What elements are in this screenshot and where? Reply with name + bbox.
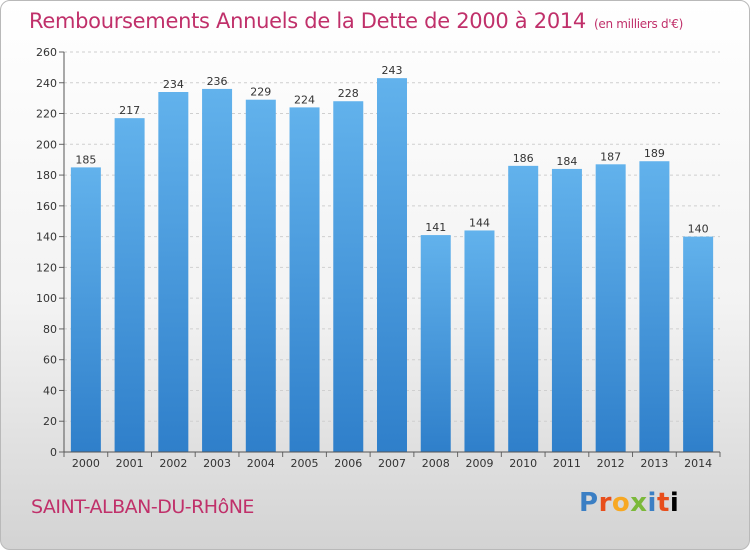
y-tick-label: 240: [36, 77, 57, 90]
bar: [639, 161, 670, 452]
x-tick-label: 2007: [378, 457, 406, 470]
bar: [114, 118, 145, 453]
bar: [245, 99, 276, 452]
bar-value-label: 187: [600, 150, 621, 163]
proxiti-logo: Proxiti: [579, 488, 679, 518]
bar-value-label: 185: [75, 153, 96, 166]
bar: [508, 165, 539, 452]
bar-value-label: 229: [250, 86, 271, 99]
logo-letter: r: [598, 488, 612, 518]
bar: [377, 78, 407, 453]
bar-value-label: 217: [119, 104, 140, 117]
x-tick-label: 2009: [465, 457, 493, 470]
bar-value-label: 189: [644, 147, 665, 160]
bar-value-label: 228: [338, 87, 359, 100]
x-tick-label: 2004: [247, 457, 275, 470]
x-tick-label: 2006: [334, 457, 362, 470]
x-tick-label: 2002: [159, 457, 187, 470]
y-tick-label: 40: [43, 384, 57, 397]
y-tick-label: 140: [36, 231, 57, 244]
title-unit: (en milliers d'€): [594, 17, 684, 31]
bar-value-label: 234: [163, 78, 184, 91]
logo-letter: o: [611, 488, 631, 518]
bar: [202, 88, 233, 452]
bar: [464, 230, 495, 452]
bar-value-label: 243: [382, 64, 403, 77]
logo-letter: i: [669, 488, 680, 518]
y-tick-label: 20: [43, 415, 57, 428]
bar: [595, 164, 626, 453]
bar-value-label: 186: [513, 152, 534, 165]
y-tick-label: 120: [36, 261, 57, 274]
bar: [158, 92, 189, 452]
bar: [551, 168, 582, 452]
y-tick-label: 60: [43, 354, 57, 367]
x-tick-label: 2005: [291, 457, 319, 470]
logo-letter: t: [656, 488, 670, 518]
bar: [333, 101, 364, 452]
bar-value-label: 141: [425, 221, 446, 234]
bar-value-label: 224: [294, 93, 315, 106]
x-tick-label: 2010: [509, 457, 537, 470]
x-tick-label: 2012: [597, 457, 625, 470]
city-name: SAINT-ALBAN-DU-RHôNE: [31, 496, 254, 518]
bars: 185 217 234 236 229 224 228 243 141 144 186 184 187 1…: [70, 64, 714, 453]
y-tick-label: 0: [50, 446, 57, 459]
logo-letter: P: [579, 488, 599, 518]
title-text: Remboursements Annuels de la Dette de 20…: [29, 9, 586, 33]
x-tick-label: 2008: [422, 457, 450, 470]
y-tick-label: 100: [36, 292, 57, 305]
x-tick-label: 2000: [72, 457, 100, 470]
x-tick-label: 2003: [203, 457, 231, 470]
bar-chart: 185 217 234 236 229 224 228 243 141 144 186 184 187 1…: [36, 46, 721, 470]
y-tick-label: 160: [36, 200, 57, 213]
y-tick-label: 200: [36, 138, 57, 151]
x-tick-label: 2014: [684, 457, 712, 470]
x-tick-label: 2013: [640, 457, 668, 470]
bar-value-label: 144: [469, 216, 490, 229]
axes: 0 20 40 60 80 100 120 140 160 180 200 220 240 260 2000…: [36, 46, 721, 470]
bar: [420, 235, 451, 452]
bar: [70, 167, 101, 452]
bar: [289, 107, 320, 452]
chart-title: Remboursements Annuels de la Dette de 20…: [29, 9, 683, 33]
logo-letter: x: [630, 488, 648, 518]
y-tick-label: 220: [36, 108, 57, 121]
bar-value-label: 236: [207, 75, 228, 88]
bar: [683, 236, 714, 452]
y-tick-label: 180: [36, 169, 57, 182]
logo-letter: i: [647, 488, 657, 518]
x-tick-label: 2011: [553, 457, 581, 470]
bar-value-label: 184: [556, 155, 577, 168]
bar-value-label: 140: [688, 223, 709, 236]
x-tick-label: 2001: [116, 457, 144, 470]
y-tick-label: 260: [36, 46, 57, 59]
y-tick-label: 80: [43, 323, 57, 336]
